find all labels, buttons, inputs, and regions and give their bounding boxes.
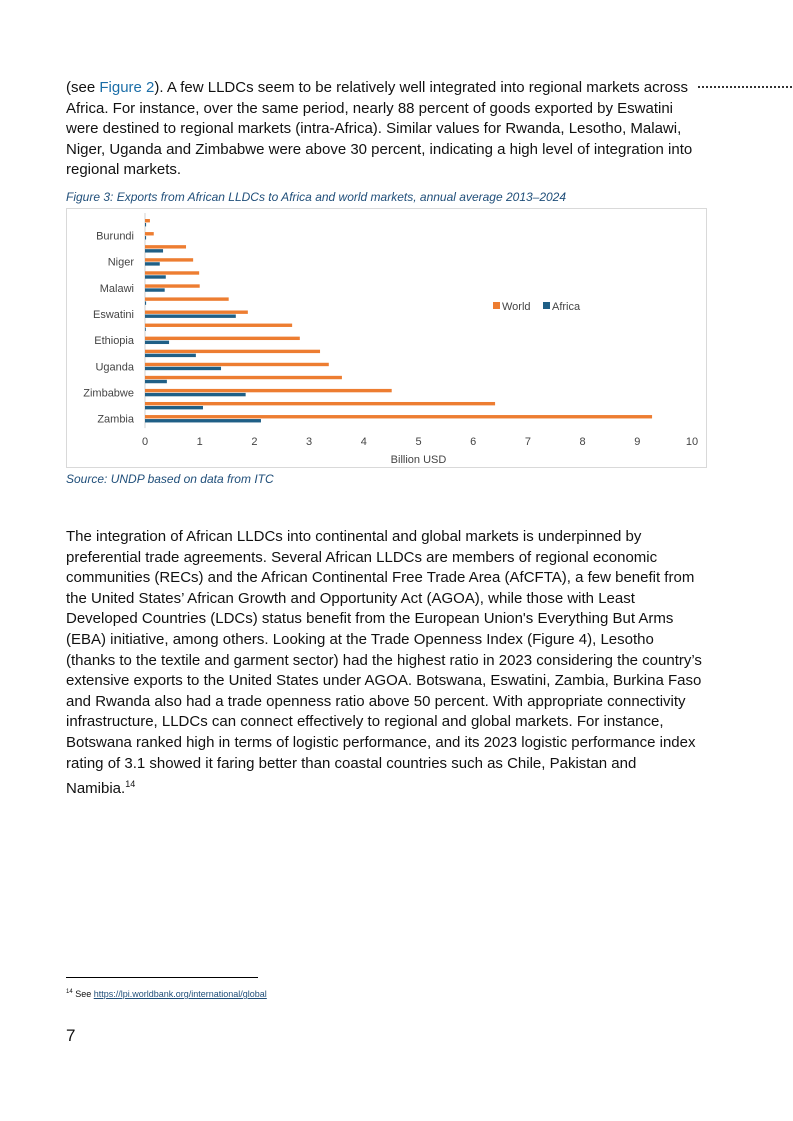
bar-africa-eswatini — [145, 314, 236, 318]
category-label-zambia: Zambia — [97, 414, 135, 426]
x-tick-label: 4 — [361, 436, 367, 448]
bar-world-zimbabwe — [145, 388, 392, 393]
footnote-number: 14 — [66, 989, 73, 995]
bar-africa-row4 — [145, 275, 166, 279]
x-tick-label: 2 — [251, 436, 257, 448]
legend-label-world: World — [502, 301, 531, 313]
bar-world-row2 — [145, 245, 187, 249]
figure-2-link[interactable]: Figure 2 — [99, 79, 155, 96]
category-label-burundi: Burundi — [96, 231, 134, 243]
bar-world-burundi — [145, 232, 154, 236]
x-axis-title: Billion USD — [391, 454, 447, 466]
bar-world-row10 — [145, 349, 321, 354]
bar-world-row6 — [145, 297, 229, 301]
x-tick-label: 10 — [686, 436, 698, 448]
x-tick-label: 6 — [470, 436, 476, 448]
x-tick-label: 7 — [525, 436, 531, 448]
bar-africa-zambia — [145, 419, 261, 423]
bar-africa-malawi — [145, 288, 165, 292]
intro-prefix: (see — [66, 79, 100, 96]
figure-caption: Figure 3: Exports from African LLDCs to … — [66, 190, 567, 204]
legend-label-africa: Africa — [552, 301, 581, 313]
footnote-rule — [66, 977, 258, 978]
bar-world-eswatini — [145, 310, 248, 314]
bar-world-row8 — [145, 323, 293, 327]
legend-swatch-world — [493, 302, 500, 309]
intro-text: ). A few LLDCs seem to be relatively wel… — [66, 79, 693, 179]
bar-africa-row10 — [145, 353, 196, 358]
header-dotted-rule — [698, 86, 792, 88]
bar-africa-ethiopia — [145, 340, 170, 345]
category-label-malawi: Malawi — [100, 283, 134, 295]
category-label-uganda: Uganda — [95, 361, 134, 373]
bar-africa-uganda — [145, 366, 222, 371]
bar-world-row0 — [145, 219, 150, 223]
x-tick-label: 1 — [197, 436, 203, 448]
x-tick-label: 8 — [580, 436, 586, 448]
bar-world-malawi — [145, 284, 200, 288]
body-paragraph: The integration of African LLDCs into co… — [66, 527, 706, 800]
category-label-ethiopia: Ethiopia — [94, 335, 135, 347]
x-tick-label: 9 — [634, 436, 640, 448]
body-text: The integration of African LLDCs into co… — [66, 528, 702, 798]
bar-world-row4 — [145, 271, 200, 275]
category-label-eswatini: Eswatini — [93, 309, 134, 321]
bar-africa-row6 — [145, 301, 147, 305]
x-tick-label: 0 — [142, 436, 148, 448]
category-label-zimbabwe: Zimbabwe — [83, 387, 134, 399]
bar-africa-row0 — [145, 223, 147, 227]
legend-swatch-africa — [543, 302, 550, 309]
bar-africa-zimbabwe — [145, 392, 246, 397]
footnote-ref[interactable]: 14 — [125, 779, 136, 790]
bar-world-row12 — [145, 375, 342, 380]
footnote: 14 See https://lpi.worldbank.org/interna… — [66, 989, 267, 999]
bar-africa-row2 — [145, 249, 164, 253]
bar-africa-row14 — [145, 405, 203, 410]
footnote-link[interactable]: https://lpi.worldbank.org/international/… — [93, 989, 267, 999]
bar-africa-burundi — [145, 236, 147, 240]
x-tick-label: 3 — [306, 436, 312, 448]
bar-africa-row12 — [145, 379, 167, 384]
bar-world-niger — [145, 258, 194, 262]
bar-chart: Burundi Niger Malawi Eswatini Ethiopia Uganda… — [66, 208, 707, 468]
x-tick-label: 5 — [415, 436, 421, 448]
bar-africa-niger — [145, 262, 160, 266]
bar-world-row14 — [145, 401, 496, 406]
bar-world-uganda — [145, 362, 329, 367]
chart-svg: Burundi Niger Malawi Eswatini Ethiopia Uganda… — [83, 213, 698, 466]
figure-source: Source: UNDP based on data from ITC — [66, 472, 274, 486]
bar-world-ethiopia — [145, 336, 300, 341]
intro-paragraph: (see Figure 2). A few LLDCs seem to be r… — [66, 78, 706, 181]
page-number: 7 — [66, 1026, 76, 1045]
bar-africa-row8 — [145, 327, 146, 331]
bar-world-zambia — [145, 415, 653, 419]
category-label-niger: Niger — [108, 257, 135, 269]
footnote-prefix: See — [72, 989, 94, 999]
